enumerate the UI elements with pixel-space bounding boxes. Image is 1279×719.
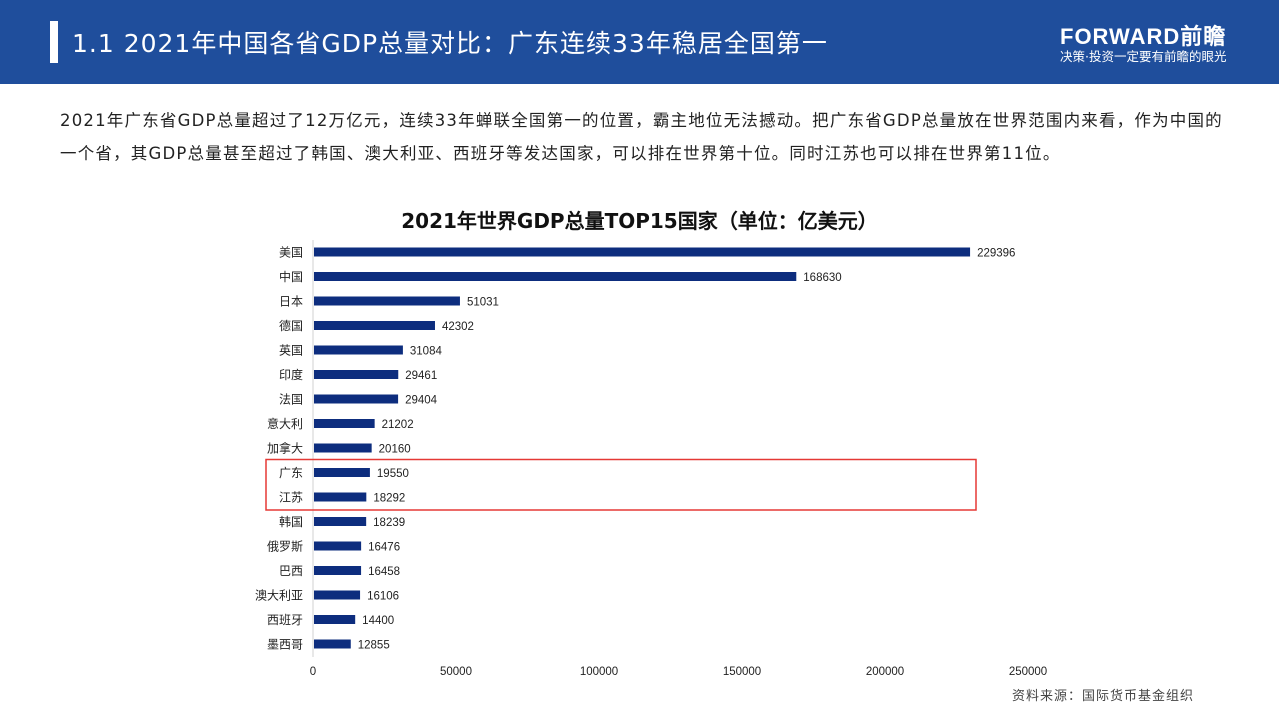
data-label: 12855 xyxy=(358,640,390,652)
slogan: 决策·投资一定要有前瞻的眼光 xyxy=(1060,49,1227,64)
bar xyxy=(314,566,362,575)
bar xyxy=(314,394,399,404)
data-label: 20160 xyxy=(379,444,411,456)
data-label: 18239 xyxy=(373,517,405,529)
data-label: 168630 xyxy=(803,272,841,284)
category-label: 墨西哥 xyxy=(267,638,303,652)
page-title: 1.1 2021年中国各省GDP总量对比：广东连续33年稳居全国第一 xyxy=(72,29,828,58)
bar xyxy=(314,615,356,624)
x-tick-label: 200000 xyxy=(866,666,904,678)
x-tick-label: 150000 xyxy=(723,666,761,678)
data-label: 229396 xyxy=(977,248,1015,260)
description-paragraph: 2021年广东省GDP总量超过了12万亿元，连续33年蝉联全国第一的位置，霸主地… xyxy=(60,111,1223,163)
data-label: 16106 xyxy=(367,591,399,603)
data-label: 21202 xyxy=(382,419,414,431)
bar xyxy=(314,517,367,526)
category-label: 俄罗斯 xyxy=(267,540,303,554)
data-label: 19550 xyxy=(377,468,409,480)
data-label: 29404 xyxy=(405,395,438,407)
bar xyxy=(314,541,362,551)
bar xyxy=(314,370,399,379)
data-label: 51031 xyxy=(467,297,499,309)
highlight-box xyxy=(265,458,977,511)
category-label: 日本 xyxy=(279,295,303,309)
category-label: 澳大利亚 xyxy=(255,589,303,603)
category-label: 中国 xyxy=(279,269,303,284)
data-label: 42302 xyxy=(442,321,474,333)
x-tick-label: 250000 xyxy=(1009,666,1047,678)
category-label: 加拿大 xyxy=(267,441,303,456)
bar xyxy=(314,639,351,649)
bar xyxy=(314,492,367,502)
data-label: 31084 xyxy=(410,346,443,358)
category-label: 意大利 xyxy=(267,416,303,431)
category-label: 广东 xyxy=(279,466,303,480)
logo: FORWARD前瞻 xyxy=(1060,24,1227,49)
bar xyxy=(314,419,375,428)
bar xyxy=(314,296,460,306)
bar xyxy=(314,272,797,281)
category-label: 韩国 xyxy=(279,514,303,529)
category-label: 美国 xyxy=(279,246,303,260)
category-label: 英国 xyxy=(279,344,303,358)
x-tick-label: 0 xyxy=(310,666,316,678)
chart-title: 2021年世界GDP总量TOP15国家（单位：亿美元） xyxy=(401,209,878,233)
x-tick-label: 50000 xyxy=(440,666,472,678)
bar xyxy=(314,468,370,477)
data-label: 14400 xyxy=(362,615,394,627)
bar xyxy=(314,247,971,257)
bar xyxy=(314,345,403,355)
data-label: 16476 xyxy=(368,542,400,554)
category-label: 巴西 xyxy=(279,564,303,578)
source-note: 资料来源：国际货币基金组织 xyxy=(1012,689,1195,704)
bar xyxy=(314,590,361,600)
data-label: 29461 xyxy=(405,370,437,382)
header-bar: 1.1 2021年中国各省GDP总量对比：广东连续33年稳居全国第一 FORWA… xyxy=(0,0,1279,84)
bar xyxy=(314,321,435,330)
category-label: 印度 xyxy=(279,367,303,382)
category-label: 西班牙 xyxy=(267,613,303,627)
data-label: 16458 xyxy=(368,566,400,578)
title-accent xyxy=(50,21,58,63)
data-label: 18292 xyxy=(373,493,405,505)
bar xyxy=(314,443,372,453)
category-label: 法国 xyxy=(279,393,303,407)
x-tick-label: 100000 xyxy=(580,666,618,678)
category-label: 江苏 xyxy=(279,491,303,505)
category-label: 德国 xyxy=(279,318,303,333)
